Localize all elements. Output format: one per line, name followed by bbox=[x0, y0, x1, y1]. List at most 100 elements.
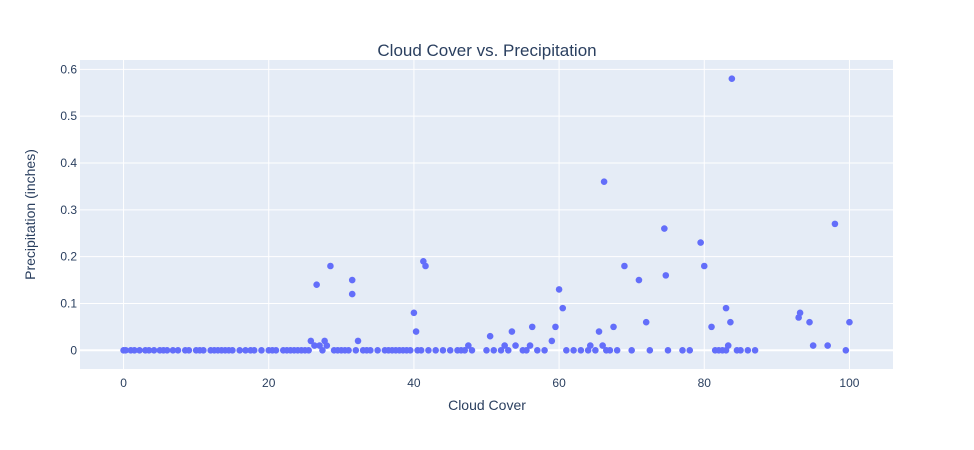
data-point[interactable] bbox=[461, 346, 469, 354]
data-point[interactable] bbox=[796, 309, 804, 317]
data-point[interactable] bbox=[490, 346, 498, 354]
data-point[interactable] bbox=[348, 276, 356, 284]
data-point[interactable] bbox=[163, 346, 171, 354]
data-point[interactable] bbox=[354, 337, 362, 345]
data-point[interactable] bbox=[512, 342, 519, 349]
data-point[interactable] bbox=[587, 342, 594, 349]
data-point[interactable] bbox=[313, 281, 320, 289]
data-point[interactable] bbox=[548, 337, 556, 345]
data-point[interactable] bbox=[555, 286, 563, 293]
data-point[interactable] bbox=[348, 290, 356, 298]
data-point[interactable] bbox=[150, 346, 158, 354]
data-point[interactable] bbox=[412, 328, 420, 335]
data-point[interactable] bbox=[846, 318, 853, 326]
data-point[interactable] bbox=[728, 75, 736, 83]
data-point[interactable] bbox=[258, 346, 265, 354]
data-point[interactable] bbox=[526, 342, 534, 349]
y-tick-label: 0.2 bbox=[60, 250, 77, 264]
data-point[interactable] bbox=[174, 346, 182, 354]
data-point[interactable] bbox=[319, 346, 326, 354]
data-point[interactable] bbox=[410, 309, 418, 317]
data-point[interactable] bbox=[446, 346, 454, 354]
data-point[interactable] bbox=[751, 346, 759, 354]
data-point[interactable] bbox=[806, 318, 813, 326]
data-point[interactable] bbox=[483, 346, 490, 354]
y-tick-label: 0.1 bbox=[60, 296, 77, 310]
data-point[interactable] bbox=[169, 346, 177, 354]
data-point[interactable] bbox=[661, 225, 668, 232]
data-point[interactable] bbox=[528, 323, 536, 331]
data-point[interactable] bbox=[541, 346, 548, 354]
data-point[interactable] bbox=[327, 262, 334, 270]
data-point[interactable] bbox=[200, 346, 207, 354]
data-point[interactable] bbox=[486, 332, 494, 340]
data-point[interactable] bbox=[122, 346, 130, 354]
data-point[interactable] bbox=[432, 346, 439, 354]
data-point[interactable] bbox=[842, 346, 850, 354]
data-point[interactable] bbox=[724, 342, 732, 349]
data-point[interactable] bbox=[559, 304, 567, 312]
data-point[interactable] bbox=[621, 262, 628, 270]
data-point[interactable] bbox=[439, 346, 447, 354]
data-point[interactable] bbox=[563, 346, 570, 354]
data-point[interactable] bbox=[552, 323, 559, 331]
data-point[interactable] bbox=[642, 318, 650, 326]
data-point[interactable] bbox=[613, 346, 621, 354]
data-point[interactable] bbox=[700, 262, 708, 270]
data-point[interactable] bbox=[635, 276, 643, 284]
data-point[interactable] bbox=[599, 342, 606, 349]
x-tick-label: 80 bbox=[698, 376, 712, 390]
data-point[interactable] bbox=[425, 346, 432, 354]
data-point[interactable] bbox=[534, 346, 541, 354]
data-point[interactable] bbox=[708, 323, 715, 331]
data-point[interactable] bbox=[236, 346, 243, 354]
data-point[interactable] bbox=[501, 342, 508, 349]
data-point[interactable] bbox=[504, 346, 512, 354]
data-point[interactable] bbox=[737, 346, 744, 354]
data-point[interactable] bbox=[824, 342, 831, 349]
data-point[interactable] bbox=[323, 342, 331, 349]
data-point[interactable] bbox=[600, 178, 608, 186]
data-point[interactable] bbox=[272, 346, 280, 354]
data-point[interactable] bbox=[468, 346, 476, 354]
data-point[interactable] bbox=[422, 262, 429, 270]
data-point[interactable] bbox=[305, 346, 312, 354]
data-point[interactable] bbox=[722, 304, 730, 312]
data-point[interactable] bbox=[697, 239, 704, 246]
data-point[interactable] bbox=[662, 272, 670, 279]
data-point[interactable] bbox=[727, 318, 734, 326]
data-point[interactable] bbox=[307, 337, 315, 345]
data-point[interactable] bbox=[592, 346, 599, 354]
data-point[interactable] bbox=[242, 346, 249, 354]
data-point[interactable] bbox=[185, 346, 193, 354]
data-point[interactable] bbox=[250, 346, 258, 354]
data-point[interactable] bbox=[145, 346, 153, 354]
data-point[interactable] bbox=[508, 328, 516, 335]
data-point[interactable] bbox=[595, 328, 603, 335]
data-point[interactable] bbox=[406, 346, 414, 354]
data-point[interactable] bbox=[367, 346, 374, 354]
data-point[interactable] bbox=[131, 346, 138, 354]
data-point[interactable] bbox=[744, 346, 752, 354]
data-point[interactable] bbox=[606, 346, 614, 354]
data-point[interactable] bbox=[523, 346, 530, 354]
data-point[interactable] bbox=[417, 346, 425, 354]
data-point[interactable] bbox=[686, 346, 694, 354]
data-point[interactable] bbox=[679, 346, 686, 354]
data-point[interactable] bbox=[809, 342, 817, 349]
data-point[interactable] bbox=[610, 323, 617, 331]
data-point[interactable] bbox=[465, 342, 472, 349]
data-point[interactable] bbox=[570, 346, 577, 354]
data-point[interactable] bbox=[311, 342, 318, 349]
data-point[interactable] bbox=[664, 346, 672, 354]
data-point[interactable] bbox=[497, 346, 505, 354]
data-point[interactable] bbox=[352, 346, 360, 354]
data-point[interactable] bbox=[374, 346, 381, 354]
data-point[interactable] bbox=[628, 346, 635, 354]
data-point[interactable] bbox=[229, 346, 236, 354]
data-point[interactable] bbox=[136, 346, 143, 354]
data-point[interactable] bbox=[646, 346, 654, 354]
data-point[interactable] bbox=[345, 346, 352, 354]
data-point[interactable] bbox=[831, 220, 839, 228]
data-point[interactable] bbox=[577, 346, 585, 354]
